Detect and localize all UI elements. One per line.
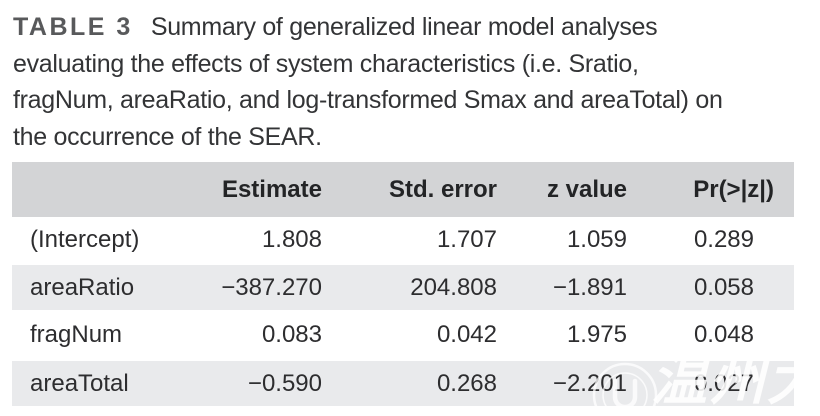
caption-line-2: evaluating the effects of system charact… bbox=[13, 49, 639, 78]
p-value: 0.027 bbox=[693, 369, 754, 397]
p-value: 0.048 bbox=[693, 320, 754, 348]
table-caption: TABLE 3 Summary of generalized linear mod… bbox=[13, 9, 809, 155]
table-header-row: Estimate Std. error z value Pr(>|z|) bbox=[12, 162, 794, 217]
caption-text: Summary of generalized linear model anal… bbox=[150, 13, 658, 41]
table-row-areatotal: areaTotal −0.590 0.268 −2.201 0.027 bbox=[12, 357, 794, 406]
table-row-arearatio: areaRatio −387.270 204.808 −1.891 0.058 bbox=[12, 262, 794, 312]
z-value: 1.059 bbox=[566, 225, 627, 253]
caption-line-3: fragNum, areaRatio, and log-transformed … bbox=[13, 86, 723, 114]
table-number-label: TABLE 3 bbox=[13, 13, 133, 41]
table-row-fragnum: fragNum 0.083 0.042 1.975 0.048 bbox=[12, 312, 794, 357]
caption-line-1: TABLE 3 Summary of generalized linear mod… bbox=[13, 9, 809, 46]
row-label: areaTotal bbox=[30, 369, 129, 397]
estimate-value: −387.270 bbox=[221, 273, 322, 301]
z-value: −2.201 bbox=[552, 369, 627, 397]
z-value: 1.975 bbox=[566, 320, 627, 348]
row-label: areaRatio bbox=[30, 273, 135, 301]
row-label: fragNum bbox=[30, 320, 123, 348]
estimate-value: −0.590 bbox=[247, 369, 322, 397]
std-error-value: 0.268 bbox=[436, 369, 497, 397]
header-std-error: Std. error bbox=[388, 175, 497, 203]
header-z-value: z value bbox=[546, 175, 627, 203]
caption-line-4: the occurrence of the SEAR. bbox=[13, 122, 322, 151]
row-label: (Intercept) bbox=[30, 225, 140, 253]
z-value: −1.891 bbox=[552, 273, 627, 301]
std-error-value: 1.707 bbox=[436, 225, 497, 253]
estimate-value: 1.808 bbox=[261, 225, 322, 253]
table-row-intercept: (Intercept) 1.808 1.707 1.059 0.289 bbox=[12, 217, 794, 262]
p-value: 0.058 bbox=[693, 273, 754, 301]
header-estimate: Estimate bbox=[221, 175, 322, 203]
estimate-value: 0.083 bbox=[261, 320, 322, 348]
p-value: 0.289 bbox=[693, 225, 754, 253]
glm-results-table: Estimate Std. error z value Pr(>|z|) (In… bbox=[12, 162, 794, 406]
std-error-value: 0.042 bbox=[436, 320, 497, 348]
header-p-value: Pr(>|z|) bbox=[693, 175, 774, 203]
std-error-value: 204.808 bbox=[410, 273, 497, 301]
